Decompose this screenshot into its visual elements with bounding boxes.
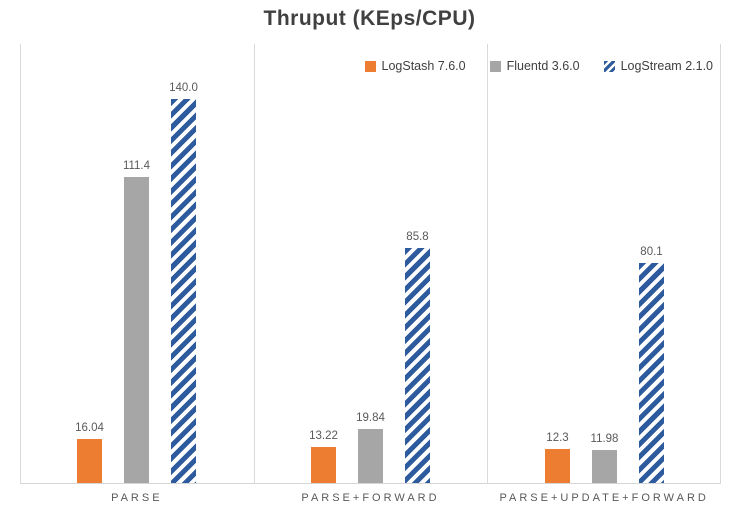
legend-label-fluentd-3-6-0: Fluentd 3.6.0 [506,59,580,73]
bar-logstream-2-1-0-parse-update-forward [639,263,664,483]
bar-value-label-logstream-2-1-0-parse: 140.0 [169,82,198,94]
bar-value-label-fluentd-3-6-0-parse-forward: 19.84 [356,412,385,424]
bar-value-label-logstash-7-6-0-parse-update-forward: 12.3 [546,432,569,444]
bar-logstream-2-1-0-parse-forward [405,248,430,483]
plot-area: 16.04 111.4 140.0 13.22 19.84 85.8 12.3 11.98 80… [20,44,721,484]
legend-item-logstash-7-6-0: LogStash 7.6.0 [364,59,466,73]
plot-border-line [720,44,721,483]
legend-swatch-icon-logstream-2-1-0 [603,60,615,72]
category-label-parse-forward: PARSE+FORWARD [301,492,440,504]
bar-logstash-7-6-0-parse-forward [311,447,336,483]
bar-value-label-logstash-7-6-0-parse: 16.04 [75,422,104,434]
legend-item-fluentd-3-6-0: Fluentd 3.6.0 [489,59,580,73]
legend-swatch-icon-fluentd-3-6-0 [489,60,501,72]
category-separator-line [254,44,255,483]
bar-fluentd-3-6-0-parse-forward [358,429,383,483]
bar-logstash-7-6-0-parse-update-forward [545,449,570,483]
plot-border-line [20,44,21,483]
bar-logstream-2-1-0-parse [171,99,196,483]
bar-fluentd-3-6-0-parse-update-forward [592,450,617,483]
bar-logstash-7-6-0-parse [77,439,102,483]
legend-item-logstream-2-1-0: LogStream 2.1.0 [603,59,713,73]
legend-label-logstream-2-1-0: LogStream 2.1.0 [620,59,713,73]
legend: LogStash 7.6.0 Fluentd 3.6.0 LogStream 2.1… [364,59,713,73]
category-label-parse-update-forward: PARSE+UPDATE+FORWARD [499,492,709,504]
bar-value-label-logstash-7-6-0-parse-forward: 13.22 [309,430,338,442]
bar-value-label-fluentd-3-6-0-parse: 111.4 [122,160,151,172]
bar-fluentd-3-6-0-parse [124,177,149,483]
category-label-parse: PARSE [111,492,163,504]
chart-title: Thruput (KEps/CPU) [263,7,476,30]
legend-label-logstash-7-6-0: LogStash 7.6.0 [381,59,466,73]
legend-swatch-icon-logstash-7-6-0 [364,60,376,72]
category-separator-line [487,44,488,483]
bar-value-label-fluentd-3-6-0-parse-update-forward: 11.98 [590,433,619,445]
bar-value-label-logstream-2-1-0-parse-forward: 85.8 [406,231,429,243]
x-axis-labels: PARSE PARSE+FORWARD PARSE+UPDATE+FORWARD [20,492,721,512]
bar-value-label-logstream-2-1-0-parse-update-forward: 80.1 [640,246,663,258]
